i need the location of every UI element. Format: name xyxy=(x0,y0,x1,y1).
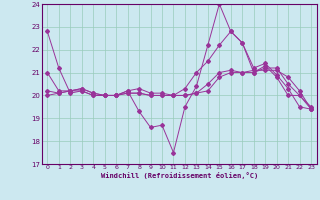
X-axis label: Windchill (Refroidissement éolien,°C): Windchill (Refroidissement éolien,°C) xyxy=(100,172,258,179)
